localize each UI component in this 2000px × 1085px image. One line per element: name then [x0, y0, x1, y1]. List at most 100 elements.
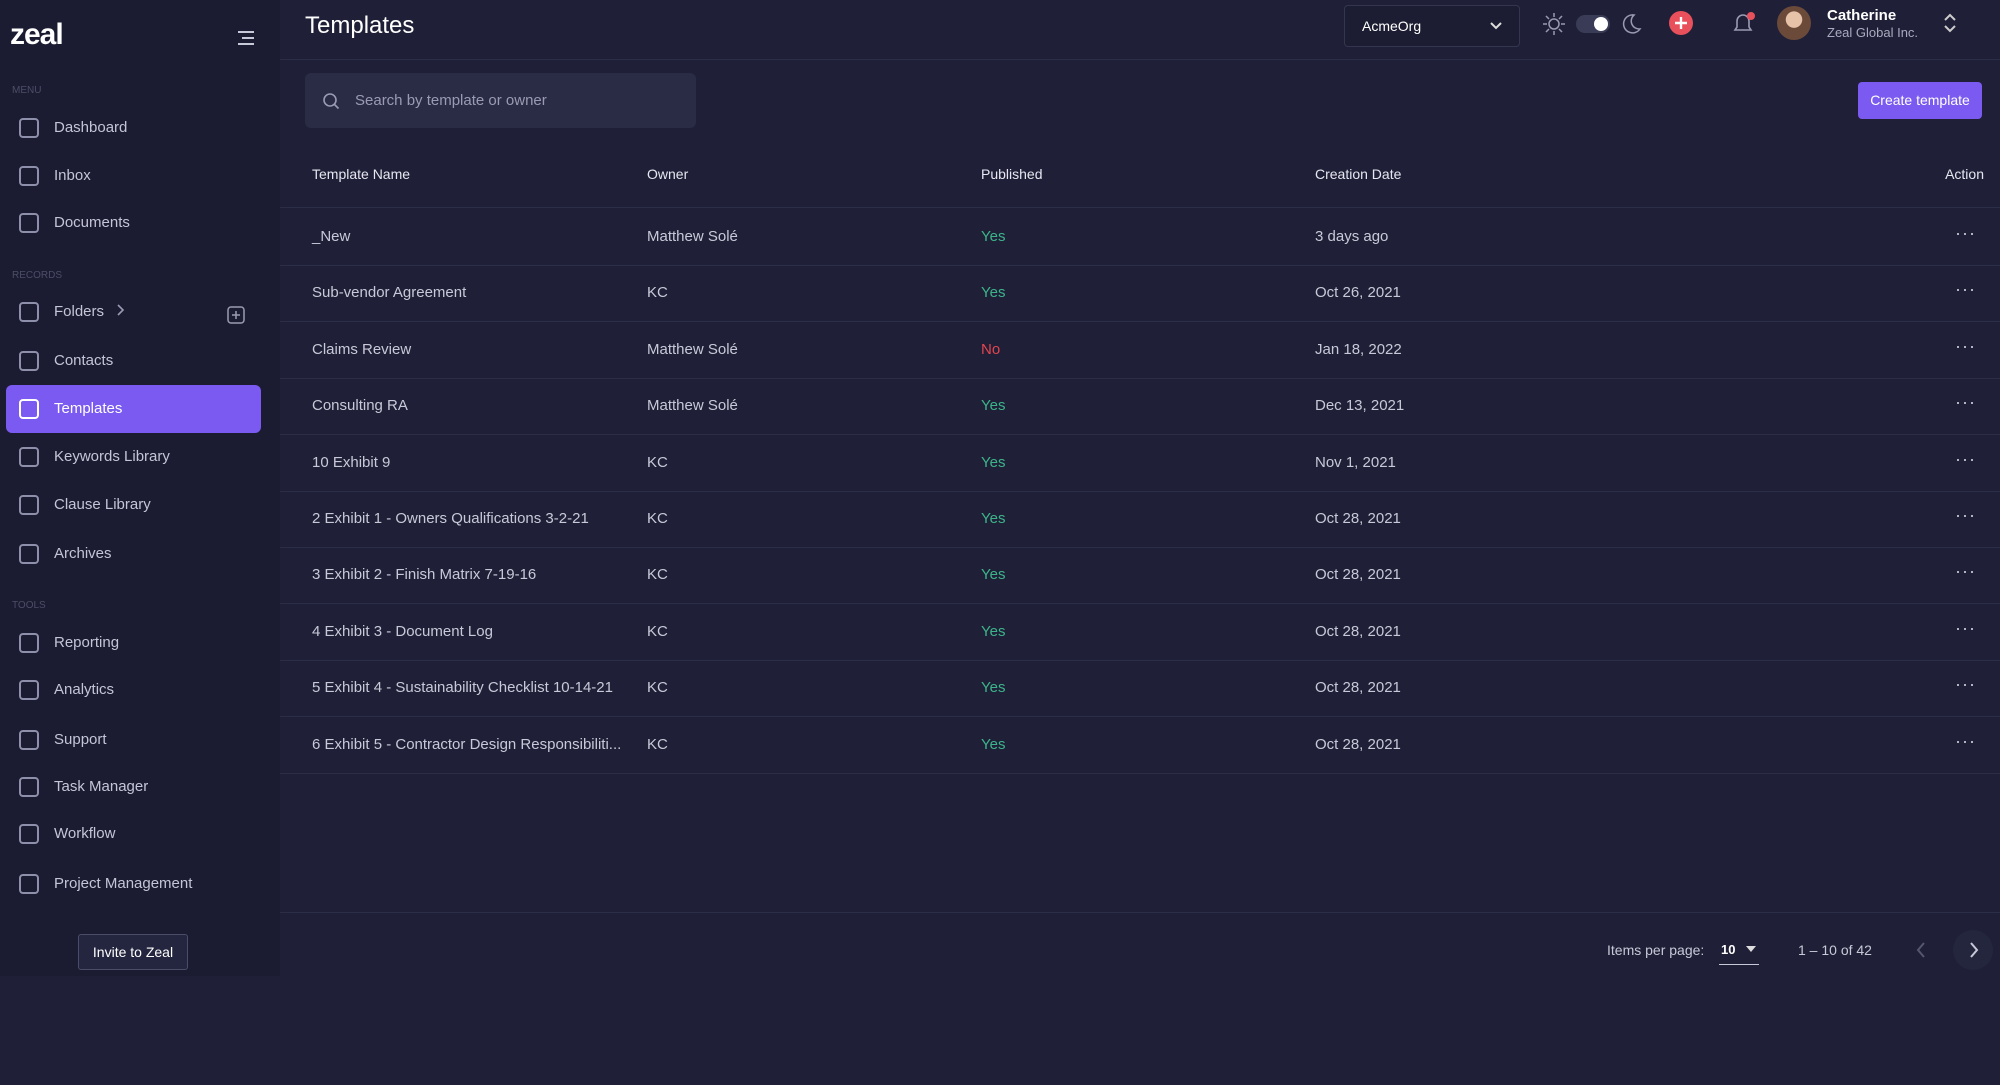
add-folder[interactable]	[227, 306, 245, 324]
items-per-page-label: Items per page:	[1607, 942, 1705, 958]
nav-item[interactable]: Clause Library	[54, 496, 151, 513]
cell-date: Jan 18, 2022	[1315, 340, 1402, 358]
cell-date: Nov 1, 2021	[1315, 453, 1396, 471]
cell-date: 3 days ago	[1315, 228, 1389, 245]
sidebar	[0, 0, 280, 976]
row-divider	[280, 377, 2000, 379]
cell-date: Oct 28, 2021	[1315, 679, 1401, 697]
row-divider	[280, 490, 2000, 492]
active-item[interactable]	[6, 385, 261, 433]
nav-item[interactable]: Archives	[54, 545, 112, 562]
search-box[interactable]: Search by template or owner	[305, 73, 696, 128]
nav-icon	[19, 447, 39, 467]
cell-name: 10 Exhibit 9	[312, 453, 391, 471]
nav-item[interactable]: Project Management	[54, 875, 193, 892]
nav-icon	[19, 777, 39, 797]
row-actions[interactable]: ···	[1955, 674, 1976, 695]
user-org: Zeal Global Inc.	[1827, 25, 1919, 40]
nav-item[interactable]: Contacts	[54, 352, 114, 369]
row-actions[interactable]: ···	[1955, 505, 1976, 525]
page-size-select[interactable]: 10	[1719, 936, 1759, 965]
add-button[interactable]	[1668, 10, 1694, 36]
row-actions[interactable]: ···	[1955, 279, 1976, 300]
cell-published: Yes	[981, 284, 1006, 302]
section-label: MENU	[12, 85, 42, 96]
page-size: 10	[1721, 942, 1736, 957]
dark-icon[interactable]	[1620, 12, 1642, 34]
cell-owner: KC	[647, 284, 668, 302]
cell-owner: KC	[647, 622, 668, 640]
nav-item[interactable]: Documents	[54, 214, 130, 231]
column-header: Action	[1945, 166, 1984, 182]
prev-page[interactable]	[1914, 940, 1928, 960]
cell-date: Oct 28, 2021	[1315, 510, 1401, 527]
nav-icon	[19, 351, 39, 371]
chevron	[1490, 22, 1502, 30]
cell-date: Oct 28, 2021	[1315, 622, 1401, 640]
cell-date: Oct 26, 2021	[1315, 284, 1401, 302]
column-header: Creation Date	[1315, 166, 1402, 182]
nav-item[interactable]: Folders	[54, 303, 105, 320]
search-icon	[323, 93, 340, 110]
row-divider	[280, 659, 2000, 661]
footer-divider	[280, 912, 2000, 913]
cell-name: 2 Exhibit 1 - Owners Qualifications 3-2-…	[312, 510, 589, 527]
row-divider	[280, 547, 2000, 548]
nav-icon	[19, 544, 39, 564]
cell-published: No	[981, 340, 1001, 358]
nav-icon	[19, 730, 39, 750]
section-label: RECORDS	[12, 270, 63, 281]
cell-published: Yes	[981, 510, 1006, 527]
theme-toggle[interactable]	[1576, 15, 1610, 33]
nav-item[interactable]: Dashboard	[54, 119, 128, 136]
avatar[interactable]	[1777, 6, 1811, 40]
row-divider	[280, 772, 2000, 774]
light-icon[interactable]	[1542, 12, 1566, 36]
create-template-button[interactable]: Create template	[1858, 82, 1982, 119]
org-name: AcmeOrg	[1362, 18, 1422, 34]
nav-item[interactable]: Task Manager	[54, 778, 149, 795]
row-actions[interactable]: ···	[1955, 617, 1976, 638]
row-actions[interactable]: ···	[1955, 223, 1976, 243]
header-divider	[280, 207, 2000, 208]
row-actions[interactable]: ···	[1955, 561, 1976, 582]
row-actions[interactable]: ···	[1955, 448, 1976, 469]
page-range: 1 – 10 of 42	[1798, 942, 1872, 958]
invite-button[interactable]: Invite to Zeal	[78, 934, 188, 970]
cell-date: Oct 28, 2021	[1315, 735, 1401, 753]
cell-published: Yes	[981, 735, 1006, 753]
nav-item[interactable]: Reporting	[54, 634, 120, 651]
row-actions[interactable]: ···	[1955, 392, 1976, 413]
search-placeholder: Search by template or owner	[355, 92, 547, 109]
cell-name: 4 Exhibit 3 - Document Log	[312, 622, 493, 640]
row-divider	[280, 603, 2000, 605]
nav-item[interactable]: Inbox	[54, 167, 91, 184]
folders-expand[interactable]	[115, 303, 127, 317]
menu-toggle[interactable]	[236, 30, 256, 46]
nav-item[interactable]: Workflow	[54, 825, 116, 842]
nav-icon	[19, 399, 39, 419]
next-page[interactable]	[1953, 930, 1993, 970]
row-actions[interactable]: ···	[1955, 335, 1976, 356]
nav-item[interactable]: Templates	[54, 400, 123, 417]
column-header: Template Name	[312, 166, 411, 182]
cell-name: 3 Exhibit 2 - Finish Matrix 7-19-16	[312, 566, 537, 584]
row-actions[interactable]: ···	[1955, 730, 1976, 751]
nav-item[interactable]: Keywords Library	[54, 448, 170, 465]
cell-name: Claims Review	[312, 340, 412, 358]
notifications[interactable]	[1729, 10, 1757, 38]
row-divider	[280, 321, 2000, 323]
nav-item[interactable]: Analytics	[54, 681, 115, 698]
account-switch[interactable]	[1943, 13, 1957, 33]
cell-date: Oct 28, 2021	[1315, 566, 1401, 584]
nav-icon	[19, 118, 39, 138]
cell-date: Dec 13, 2021	[1315, 397, 1405, 415]
cell-name: 6 Exhibit 5 - Contractor Design Responsi…	[312, 735, 622, 753]
cell-published: Yes	[981, 622, 1006, 640]
nav-item[interactable]: Support	[54, 731, 107, 748]
header-divider	[280, 59, 2000, 60]
row-divider	[280, 716, 2000, 718]
nav-icon	[19, 495, 39, 515]
org-select[interactable]: AcmeOrg	[1344, 5, 1520, 47]
